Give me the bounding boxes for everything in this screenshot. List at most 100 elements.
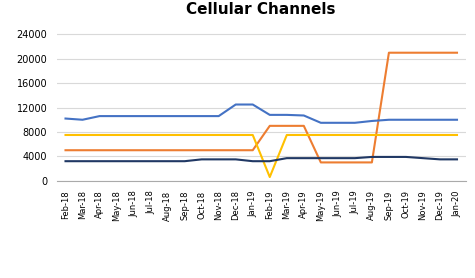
- Freedom: [97, 148, 103, 152]
- Eastlink: [199, 158, 205, 161]
- Videotron: [199, 133, 205, 137]
- Freedom: [199, 148, 205, 152]
- Videotron: [216, 133, 221, 137]
- SaskTel: [63, 117, 68, 120]
- Eastlink: [403, 155, 409, 158]
- SaskTel: [437, 118, 443, 121]
- Videotron: [284, 133, 290, 137]
- SaskTel: [301, 114, 307, 117]
- Freedom: [148, 148, 153, 152]
- Videotron: [318, 133, 323, 137]
- Freedom: [284, 124, 290, 128]
- Videotron: [437, 133, 443, 137]
- SaskTel: [352, 121, 358, 125]
- SaskTel: [80, 118, 86, 121]
- Eastlink: [182, 160, 188, 163]
- Freedom: [63, 148, 68, 152]
- Videotron: [352, 133, 358, 137]
- Videotron: [165, 133, 171, 137]
- Eastlink: [369, 155, 375, 158]
- Videotron: [131, 133, 136, 137]
- Freedom: [301, 124, 307, 128]
- Freedom: [165, 148, 171, 152]
- Videotron: [233, 133, 238, 137]
- Videotron: [182, 133, 188, 137]
- Eastlink: [63, 160, 68, 163]
- Eastlink: [80, 160, 86, 163]
- Eastlink: [131, 160, 136, 163]
- Videotron: [250, 133, 256, 137]
- Videotron: [403, 133, 409, 137]
- Videotron: [114, 133, 119, 137]
- SaskTel: [131, 115, 136, 118]
- SaskTel: [250, 103, 256, 106]
- SaskTel: [403, 118, 409, 121]
- Freedom: [131, 148, 136, 152]
- Freedom: [318, 161, 323, 164]
- Videotron: [97, 133, 103, 137]
- Eastlink: [420, 157, 426, 160]
- Title: Cellular Channels: Cellular Channels: [187, 2, 336, 17]
- Eastlink: [437, 158, 443, 161]
- Freedom: [454, 51, 460, 54]
- SaskTel: [454, 118, 460, 121]
- Eastlink: [352, 157, 358, 160]
- Eastlink: [97, 160, 103, 163]
- SaskTel: [233, 103, 238, 106]
- SaskTel: [199, 115, 205, 118]
- Videotron: [301, 133, 307, 137]
- Line: Freedom: Freedom: [66, 53, 457, 162]
- SaskTel: [114, 115, 119, 118]
- SaskTel: [182, 115, 188, 118]
- Line: Eastlink: Eastlink: [66, 157, 457, 161]
- SaskTel: [97, 115, 103, 118]
- Eastlink: [165, 160, 171, 163]
- Eastlink: [284, 157, 290, 160]
- Videotron: [267, 175, 273, 179]
- SaskTel: [148, 115, 153, 118]
- Freedom: [233, 148, 238, 152]
- Freedom: [335, 161, 341, 164]
- SaskTel: [369, 119, 375, 123]
- Videotron: [148, 133, 153, 137]
- Freedom: [114, 148, 119, 152]
- SaskTel: [318, 121, 323, 125]
- Freedom: [420, 51, 426, 54]
- Freedom: [437, 51, 443, 54]
- Line: SaskTel: SaskTel: [66, 105, 457, 123]
- Freedom: [369, 161, 375, 164]
- Eastlink: [454, 158, 460, 161]
- Freedom: [250, 148, 256, 152]
- Eastlink: [335, 157, 341, 160]
- Eastlink: [250, 160, 256, 163]
- SaskTel: [267, 113, 273, 116]
- SaskTel: [216, 115, 221, 118]
- Freedom: [386, 51, 392, 54]
- Freedom: [80, 148, 86, 152]
- Freedom: [352, 161, 358, 164]
- Videotron: [454, 133, 460, 137]
- Eastlink: [318, 157, 323, 160]
- Eastlink: [114, 160, 119, 163]
- Videotron: [80, 133, 86, 137]
- Freedom: [267, 124, 273, 128]
- SaskTel: [284, 113, 290, 116]
- Freedom: [182, 148, 188, 152]
- Freedom: [216, 148, 221, 152]
- Videotron: [335, 133, 341, 137]
- Eastlink: [233, 158, 238, 161]
- SaskTel: [165, 115, 171, 118]
- Videotron: [369, 133, 375, 137]
- Videotron: [420, 133, 426, 137]
- Line: Videotron: Videotron: [66, 135, 457, 177]
- Eastlink: [301, 157, 307, 160]
- Eastlink: [216, 158, 221, 161]
- SaskTel: [420, 118, 426, 121]
- SaskTel: [386, 118, 392, 121]
- Eastlink: [148, 160, 153, 163]
- Eastlink: [386, 155, 392, 158]
- Eastlink: [267, 160, 273, 163]
- Videotron: [63, 133, 68, 137]
- SaskTel: [335, 121, 341, 125]
- Videotron: [386, 133, 392, 137]
